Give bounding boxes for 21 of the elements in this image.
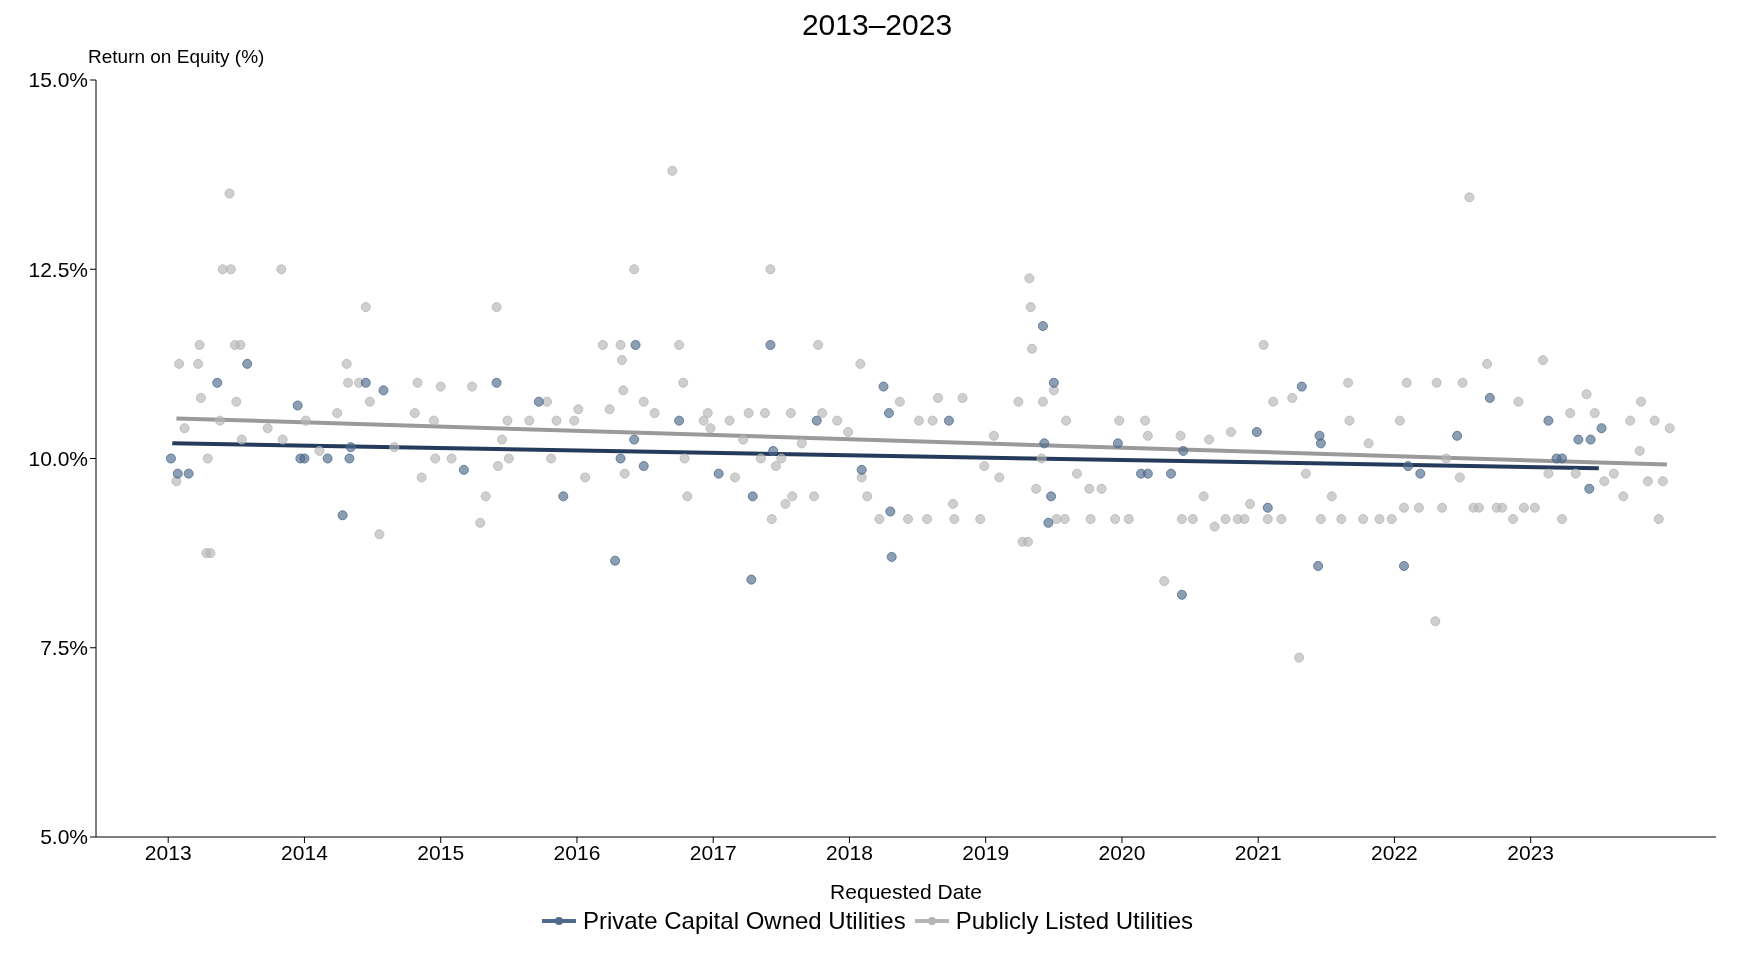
x-tick-label: 2014 (281, 840, 329, 864)
y-tick-label: 5.0% (40, 825, 88, 849)
x-tick-label: 2013 (144, 840, 192, 864)
x-tick-label: 2017 (689, 840, 737, 864)
x-tick-label: 2016 (553, 840, 601, 864)
y-tick-label: 10.0% (28, 446, 88, 470)
x-axis-title: Requested Date (830, 880, 982, 903)
x-tick-label: 2020 (1098, 840, 1146, 864)
y-tick-label: 15.0% (28, 68, 88, 92)
chart-title: 2013–2023 (800, 8, 954, 43)
x-tick-label: 2018 (826, 840, 873, 864)
x-tick-label: 2021 (1234, 840, 1282, 864)
legend-label: Private Capital Owned Utilities (582, 907, 906, 935)
y-tick-label: 7.5% (40, 636, 88, 660)
y-axis-title: Return on Equity (%) (88, 46, 265, 68)
x-tick-label: 2019 (962, 840, 1010, 864)
y-tick-label: 12.5% (28, 257, 88, 281)
x-tick-label: 2015 (417, 840, 465, 864)
x-tick-label: 2022 (1371, 840, 1418, 864)
legend-label: Publicly Listed Utilities (955, 907, 1194, 935)
x-tick-label: 2023 (1507, 840, 1555, 864)
